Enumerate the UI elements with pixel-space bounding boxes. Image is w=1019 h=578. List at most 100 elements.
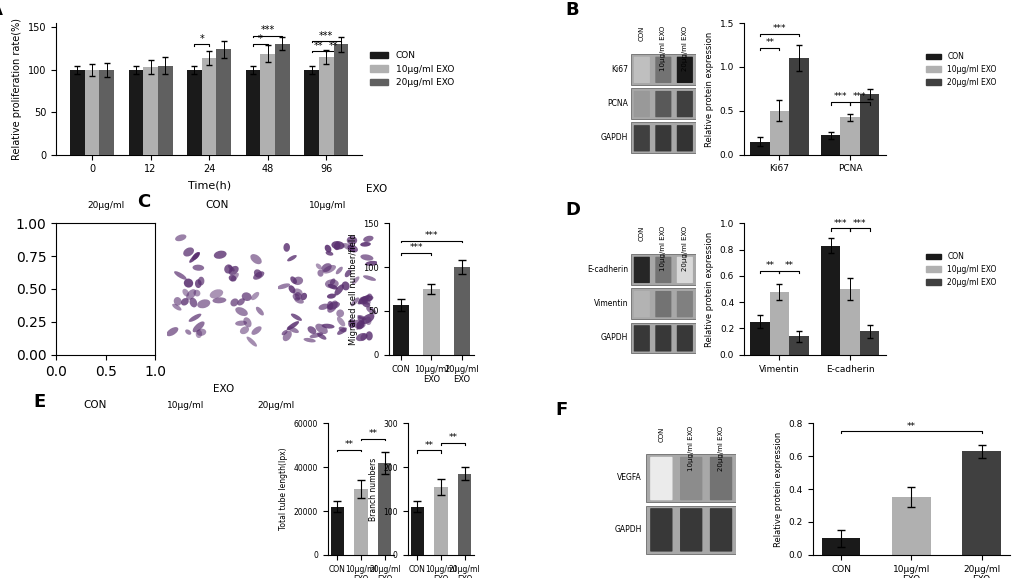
FancyBboxPatch shape [654, 325, 671, 351]
Text: VEGFA: VEGFA [616, 473, 641, 483]
Text: E: E [33, 394, 45, 412]
Ellipse shape [347, 244, 358, 253]
Ellipse shape [69, 311, 77, 320]
FancyBboxPatch shape [649, 457, 672, 500]
Ellipse shape [347, 319, 355, 328]
Text: *: * [200, 34, 204, 44]
Ellipse shape [366, 294, 372, 302]
Ellipse shape [341, 281, 350, 290]
Text: 20μg/ml: 20μg/ml [257, 401, 294, 410]
Text: ***: *** [424, 231, 438, 240]
FancyBboxPatch shape [631, 54, 695, 85]
FancyBboxPatch shape [677, 257, 692, 283]
Ellipse shape [327, 301, 337, 313]
FancyBboxPatch shape [633, 291, 649, 317]
Bar [820, 246, 840, 355]
Ellipse shape [192, 252, 200, 260]
FancyBboxPatch shape [677, 125, 692, 151]
Ellipse shape [210, 289, 223, 298]
Bar [186, 70, 202, 155]
Bar [859, 94, 878, 155]
Bar [333, 45, 347, 155]
Ellipse shape [189, 252, 200, 263]
Text: EXO: EXO [366, 184, 387, 194]
Bar [821, 539, 860, 555]
Y-axis label: Relative proliferation rate(%): Relative proliferation rate(%) [12, 18, 22, 160]
Ellipse shape [131, 254, 141, 262]
Ellipse shape [78, 291, 86, 299]
Ellipse shape [336, 309, 343, 317]
Ellipse shape [294, 298, 304, 303]
Ellipse shape [185, 329, 192, 335]
Ellipse shape [197, 329, 206, 336]
Bar [216, 50, 231, 155]
Ellipse shape [141, 317, 153, 322]
Text: ***: *** [409, 243, 423, 253]
Ellipse shape [347, 245, 355, 252]
Text: **: ** [424, 441, 433, 450]
Text: C: C [137, 194, 150, 212]
Ellipse shape [286, 255, 297, 261]
FancyBboxPatch shape [709, 457, 732, 500]
Text: 20μg/ml: 20μg/ml [87, 201, 124, 210]
Ellipse shape [281, 330, 287, 335]
FancyBboxPatch shape [654, 57, 671, 83]
FancyBboxPatch shape [654, 291, 671, 317]
Ellipse shape [235, 307, 248, 316]
Ellipse shape [121, 254, 127, 262]
Ellipse shape [356, 321, 364, 329]
Y-axis label: Relative protein expression: Relative protein expression [704, 31, 713, 147]
Ellipse shape [103, 305, 110, 310]
Text: F: F [555, 401, 568, 420]
Ellipse shape [308, 326, 316, 334]
Bar [355, 489, 367, 555]
Ellipse shape [290, 276, 297, 284]
Text: 10μg/ml EXO: 10μg/ml EXO [659, 26, 665, 71]
Bar [158, 65, 172, 155]
Ellipse shape [183, 247, 194, 257]
Ellipse shape [197, 299, 210, 308]
Ellipse shape [331, 241, 344, 250]
Bar [789, 336, 808, 355]
Ellipse shape [356, 333, 367, 341]
Bar [750, 322, 769, 355]
Bar [458, 474, 471, 555]
Text: CON: CON [205, 200, 228, 210]
Bar [434, 487, 447, 555]
Legend: CON, 10μg/ml EXO, 20μg/ml EXO: CON, 10μg/ml EXO, 20μg/ml EXO [922, 49, 999, 90]
Bar [260, 54, 275, 155]
FancyBboxPatch shape [631, 288, 695, 319]
Text: **: ** [328, 41, 338, 51]
Text: EXO: EXO [213, 384, 234, 394]
Ellipse shape [172, 304, 181, 310]
Ellipse shape [288, 286, 296, 294]
Ellipse shape [294, 292, 302, 299]
Ellipse shape [338, 327, 346, 332]
Text: GAPDH: GAPDH [614, 525, 641, 533]
Ellipse shape [327, 284, 337, 290]
Ellipse shape [317, 270, 323, 277]
Ellipse shape [195, 279, 202, 288]
Text: CON: CON [83, 400, 106, 410]
Ellipse shape [68, 311, 81, 320]
Text: B: B [565, 1, 579, 19]
Ellipse shape [224, 264, 232, 273]
Ellipse shape [352, 320, 365, 328]
Text: 20μg/ml EXO: 20μg/ml EXO [681, 226, 687, 271]
Ellipse shape [173, 297, 181, 306]
Ellipse shape [252, 327, 261, 335]
Legend: CON, 10μg/ml EXO, 20μg/ml EXO: CON, 10μg/ml EXO, 20μg/ml EXO [366, 47, 458, 91]
Ellipse shape [357, 315, 366, 320]
Ellipse shape [81, 290, 92, 297]
Text: A: A [0, 1, 3, 19]
Text: 200μm: 200μm [149, 547, 166, 552]
Text: 200μm: 200μm [239, 547, 257, 552]
FancyBboxPatch shape [631, 254, 695, 285]
Ellipse shape [251, 292, 259, 300]
Ellipse shape [114, 309, 121, 316]
Ellipse shape [287, 326, 299, 333]
Ellipse shape [247, 336, 257, 347]
Text: CON: CON [638, 226, 644, 242]
Y-axis label: Migrated cell number/field: Migrated cell number/field [348, 233, 358, 345]
Ellipse shape [282, 331, 291, 341]
